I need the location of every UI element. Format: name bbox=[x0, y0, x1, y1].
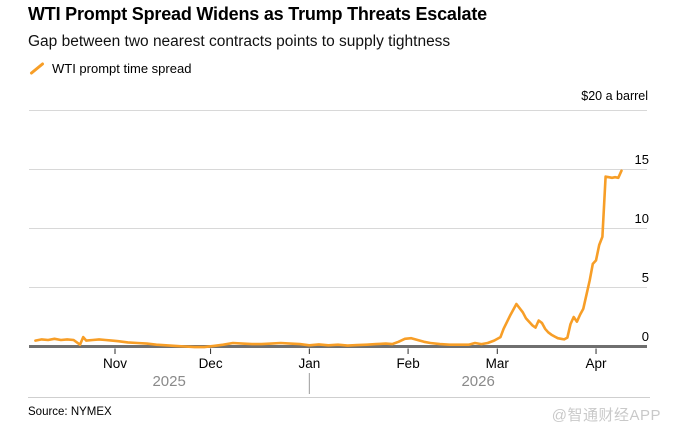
y-axis-unit-label: $20 a barrel bbox=[581, 89, 648, 103]
legend: WTI prompt time spread bbox=[29, 61, 191, 76]
x-axis-month-label: Feb bbox=[396, 356, 419, 371]
series-line-icon bbox=[30, 62, 44, 75]
source-label: Source: NYMEX bbox=[28, 406, 112, 418]
y-axis-tick-label: 15 bbox=[635, 152, 649, 167]
series-line bbox=[34, 169, 623, 349]
x-axis-month-label: Dec bbox=[199, 356, 223, 371]
y-axis-tick-label: 10 bbox=[635, 211, 649, 226]
y-axis-tick-label: 5 bbox=[642, 270, 649, 285]
x-axis-month-label: Nov bbox=[103, 356, 127, 371]
x-axis-month-label: Apr bbox=[586, 356, 608, 371]
legend-label: WTI prompt time spread bbox=[52, 61, 192, 76]
watermark: @智通财经APP bbox=[551, 407, 661, 424]
chart-subtitle: Gap between two nearest contracts points… bbox=[28, 33, 451, 50]
x-axis-month-label: Mar bbox=[486, 356, 510, 371]
x-axis-year-label: 2026 bbox=[461, 373, 494, 390]
x-axis-year-label: 2025 bbox=[152, 373, 185, 390]
footer-divider bbox=[28, 397, 650, 398]
chart-title: WTI Prompt Spread Widens as Trump Threat… bbox=[28, 4, 487, 24]
x-axis-month-label: Jan bbox=[298, 356, 320, 371]
y-axis-tick-label: 0 bbox=[642, 329, 649, 344]
